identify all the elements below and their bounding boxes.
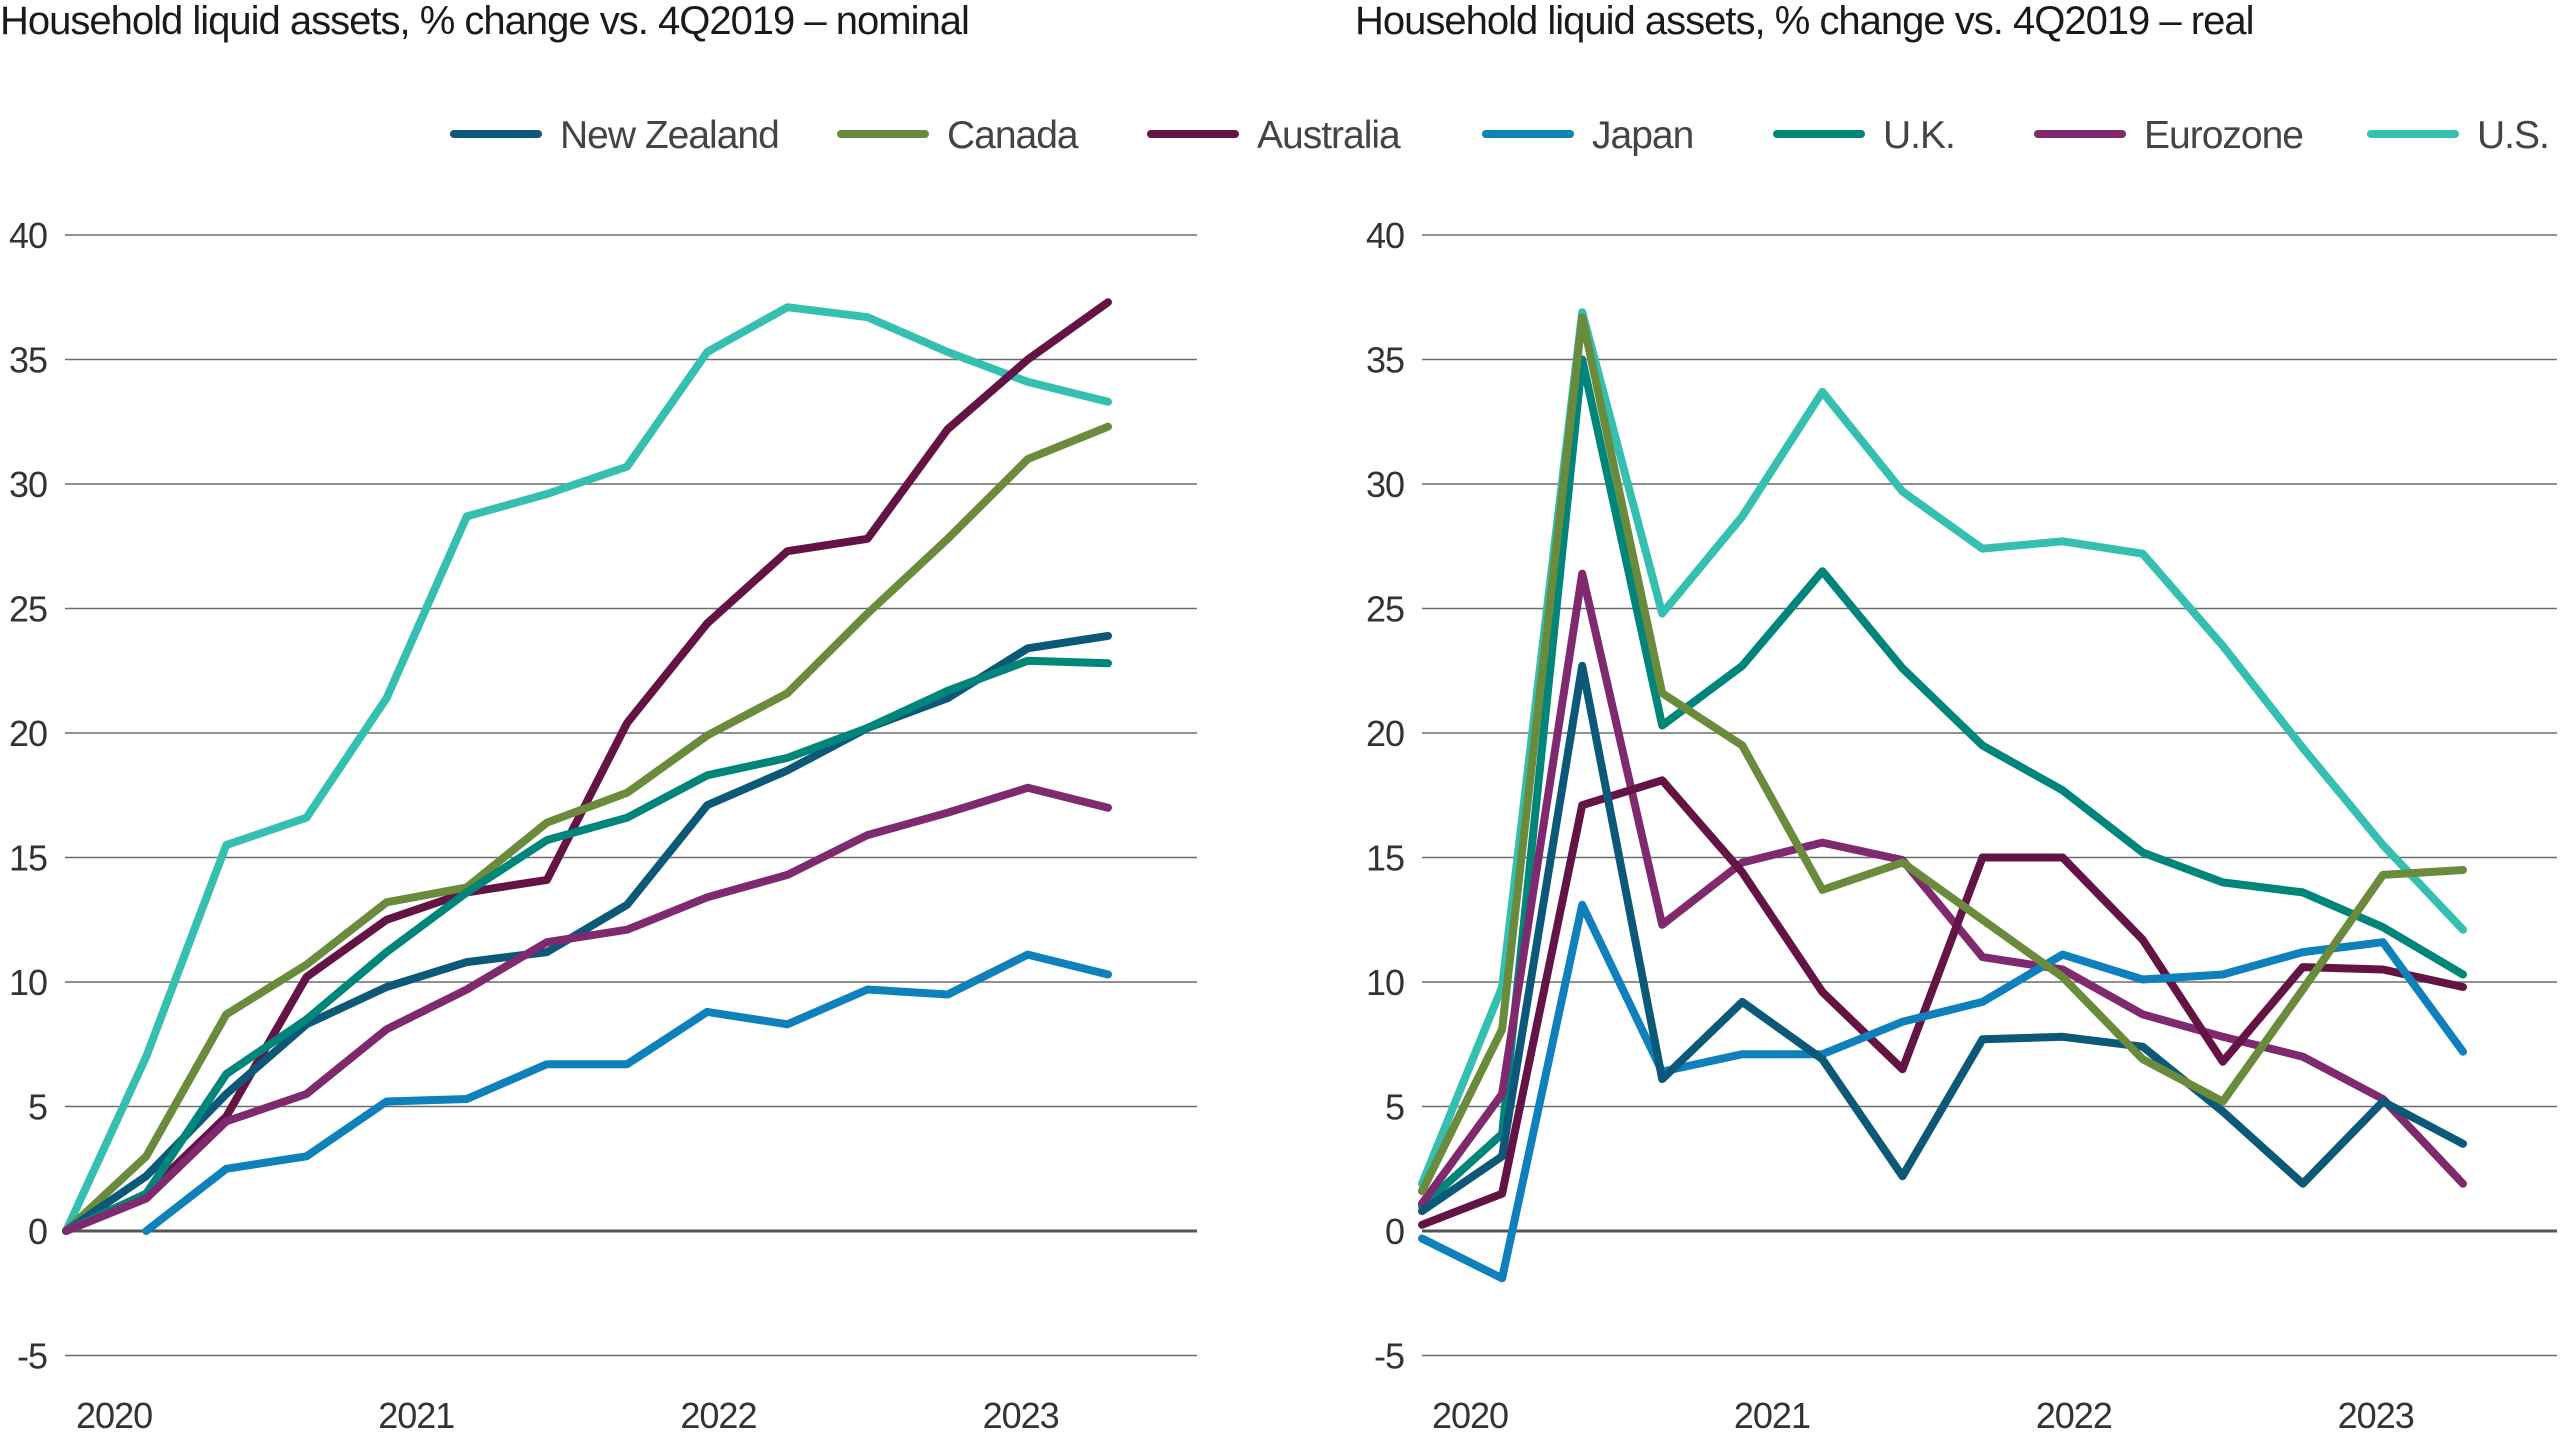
y-tick-label: 25: [1366, 589, 1404, 630]
legend-label: U.K.: [1883, 114, 1955, 157]
legend-item: Australia: [1147, 114, 1402, 157]
y-tick-label: 20: [1366, 713, 1404, 754]
x-tick-label: 2023: [2338, 1395, 2414, 1436]
y-tick-label: 10: [1366, 962, 1404, 1003]
series-line-australia: [62, 298, 1112, 1235]
legend-label: U.S.: [2477, 114, 2549, 157]
x-tick-label: 2021: [378, 1395, 454, 1436]
y-tick-label: 30: [9, 464, 47, 505]
series-line-japan: [1418, 900, 2467, 1283]
y-tick-label: 25: [9, 589, 47, 630]
y-tick-label: 40: [1366, 215, 1404, 256]
y-tick-label: 5: [28, 1087, 47, 1128]
y-tick-label: 20: [9, 713, 47, 754]
series-line-canada: [62, 422, 1112, 1235]
y-tick-label: 5: [1385, 1087, 1404, 1128]
y-tick-label: 10: [9, 962, 47, 1003]
y-tick-label: 35: [1366, 340, 1404, 381]
legend-label: Japan: [1592, 114, 1693, 157]
series-line-new-zealand: [1418, 661, 2467, 1216]
legend-item: Canada: [837, 114, 1080, 157]
legend: New Zealand Canada Australia Japan U.K. Euroz…: [450, 114, 2550, 157]
y-tick-label: 30: [1366, 464, 1404, 505]
series-line-eurozone: [62, 783, 1112, 1235]
legend-label: Eurozone: [2144, 114, 2303, 157]
legend-item: U.S.: [2367, 114, 2550, 157]
series-line-u-s: [1418, 308, 2467, 1188]
legend-label: Australia: [1257, 114, 1401, 157]
x-tick-label: 2021: [1734, 1395, 1810, 1436]
series-line-australia: [1418, 776, 2467, 1229]
legend-item: New Zealand: [450, 114, 780, 157]
x-tick-label: 2022: [680, 1395, 756, 1436]
chart-panel-nominal: Household liquid assets, % change vs. 4Q…: [0, 0, 1197, 1436]
chart-panel-real: Household liquid assets, % change vs. 4Q…: [1355, 0, 2557, 1436]
series-line-japan: [142, 950, 1112, 1235]
y-tick-label: 0: [1385, 1211, 1404, 1252]
y-tick-label: -5: [1374, 1336, 1404, 1377]
y-tick-label: 40: [9, 215, 47, 256]
series-line-new-zealand: [62, 631, 1112, 1235]
legend-label: New Zealand: [560, 114, 779, 157]
chart-title: Household liquid assets, % change vs. 4Q…: [1355, 0, 2253, 43]
x-tick-label: 2020: [76, 1395, 152, 1436]
x-tick-label: 2020: [1432, 1395, 1508, 1436]
y-tick-label: -5: [17, 1336, 47, 1377]
series-line-u-s: [62, 303, 1112, 1235]
y-tick-label: 0: [28, 1211, 47, 1252]
series-line-u-k: [62, 656, 1112, 1235]
legend-item: U.K.: [1773, 114, 1956, 157]
legend-item: Eurozone: [2034, 114, 2304, 157]
legend-item: Japan: [1482, 114, 1694, 157]
x-tick-label: 2022: [2036, 1395, 2112, 1436]
chart-title: Household liquid assets, % change vs. 4Q…: [0, 0, 969, 43]
legend-label: Canada: [947, 114, 1079, 157]
x-tick-label: 2023: [983, 1395, 1059, 1436]
series-line-u-k: [1418, 355, 2467, 1211]
series-line-eurozone: [1418, 569, 2467, 1208]
y-tick-label: 15: [1366, 838, 1404, 879]
y-tick-label: 15: [9, 838, 47, 879]
y-tick-label: 35: [9, 340, 47, 381]
series-line-canada: [1418, 313, 2467, 1196]
